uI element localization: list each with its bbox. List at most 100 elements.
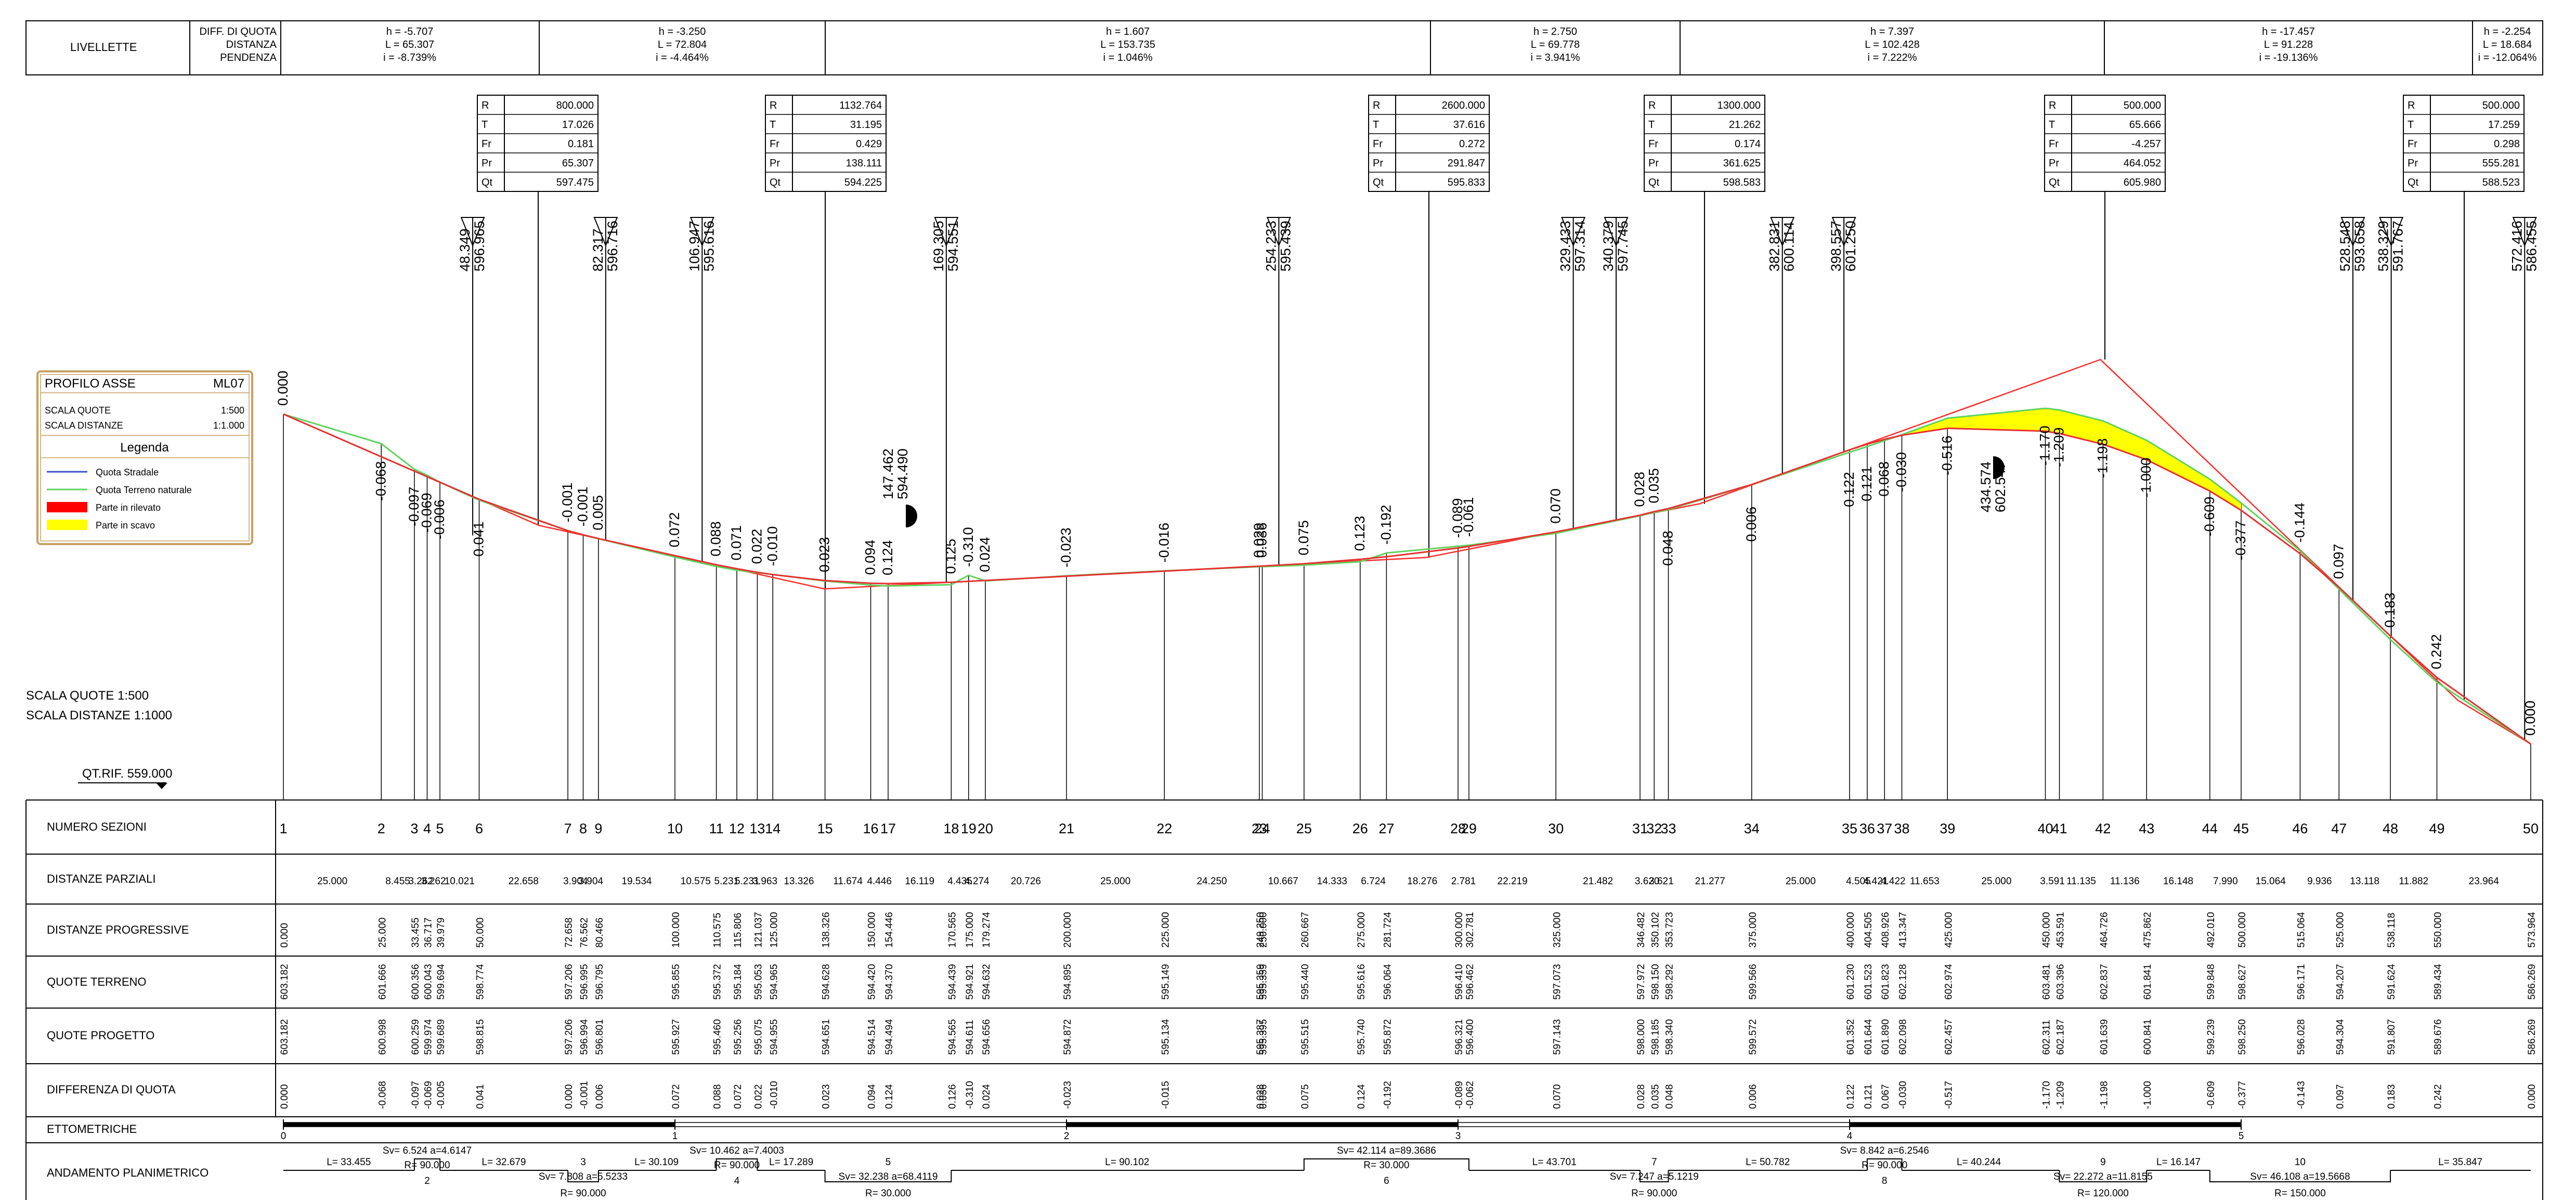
terrain-elev-16: 594.420	[867, 964, 878, 1000]
table-diff-48: 0.183	[2386, 1084, 2397, 1109]
table-diff-26: 0.124	[1356, 1084, 1367, 1109]
table-diff-43: -1.000	[2142, 1081, 2153, 1109]
diff-plot-label-2: -0.068	[373, 461, 388, 501]
terrain-elev-4: 600.043	[423, 964, 434, 1000]
plan-curve-7	[1640, 1170, 1669, 1182]
design-elev-1: 603.182	[279, 1019, 290, 1055]
vc-param-value: 65.666	[2129, 119, 2161, 131]
section-number-50: 50	[2523, 821, 2539, 836]
terrain-elev-18: 594.439	[947, 964, 958, 1000]
section-number-12: 12	[729, 821, 745, 836]
diff-plot-label-38: -0.030	[1894, 452, 1909, 492]
grade-length-2: L = 72.804	[658, 39, 707, 50]
partial-distance-43: 16.148	[2163, 876, 2193, 887]
prog-distance-5: 39.979	[436, 918, 447, 948]
table-diff-23: 0.028	[1255, 1084, 1266, 1109]
grade-slope-2: i = -4.464%	[656, 52, 709, 63]
grade-slope-4: i = 3.941%	[1530, 52, 1580, 63]
partial-distance-48: 11.882	[2399, 876, 2428, 887]
table-diff-41: -1.209	[2055, 1081, 2066, 1109]
design-elev-14: 594.955	[769, 1019, 779, 1055]
tangent-chainage: 382.831	[1767, 221, 1783, 272]
design-elev-18: 594.565	[947, 1019, 958, 1055]
prog-distance-29: 302.781	[1465, 912, 1476, 948]
design-elev-11: 595.460	[712, 1019, 723, 1055]
vc-param-label: Fr	[2408, 138, 2417, 150]
diff-plot-label-17: 0.124	[880, 540, 895, 575]
terrain-elev-7: 597.206	[564, 964, 575, 1000]
partial-distance-12: 5.231	[735, 876, 760, 887]
design-elev-36: 601.644	[1863, 1019, 1874, 1055]
table-diff-46: -0.143	[2296, 1081, 2307, 1109]
partial-distance-1: 25.000	[317, 876, 347, 887]
design-elev-8: 596.994	[579, 1019, 590, 1055]
design-elev-13: 595.075	[753, 1019, 764, 1055]
datum-arrow-icon	[156, 783, 167, 789]
section-number-17: 17	[880, 821, 896, 836]
prog-distance-37: 408.926	[1880, 912, 1891, 948]
terrain-elev-8: 596.995	[579, 964, 590, 1000]
plan-curve-sv: Sv= 42.114 a=89.3686	[1337, 1145, 1436, 1156]
section-number-32: 32	[1646, 821, 1662, 836]
table-diff-13: 0.022	[753, 1084, 764, 1109]
prog-distance-47: 525.000	[2335, 912, 2346, 948]
plan-curve-number: 4	[734, 1176, 740, 1186]
prog-distance-8: 76.562	[579, 918, 590, 948]
diff-plot-label-31: 0.028	[1632, 472, 1647, 507]
terrain-elev-28: 596.410	[1454, 964, 1465, 1000]
table-diff-20: 0.024	[981, 1084, 992, 1109]
table-diff-29: -0.062	[1465, 1081, 1476, 1109]
vc-param-value: 595.833	[1448, 177, 1485, 188]
section-number-16: 16	[863, 821, 878, 836]
section-number-18: 18	[943, 821, 959, 836]
partial-distance-42: 11.136	[2110, 876, 2140, 887]
section-number-20: 20	[978, 821, 993, 836]
vc-param-value: 291.847	[1448, 158, 1485, 169]
plan-curve-10	[2209, 1170, 2391, 1182]
section-number-35: 35	[1842, 821, 1857, 836]
diff-plot-label-39: -0.516	[1939, 435, 1955, 475]
table-diff-17: 0.124	[884, 1084, 895, 1109]
partial-distance-20: 20.726	[1011, 876, 1041, 887]
partial-distance-8: 3.904	[578, 876, 603, 887]
partial-distance-24: 10.667	[1268, 876, 1298, 887]
vc-param-value: 555.281	[2482, 158, 2520, 169]
vc-param-label: Fr	[770, 138, 779, 150]
vc-param-value: 594.225	[844, 177, 882, 188]
design-elev-37: 601.890	[1880, 1019, 1891, 1055]
terrain-elev-30: 597.073	[1552, 964, 1563, 1000]
vc-param-value: 588.523	[2482, 177, 2520, 188]
table-diff-16: 0.094	[867, 1084, 878, 1109]
tangent-chainage: 340.379	[1601, 221, 1616, 272]
terrain-elev-35: 601.230	[1845, 964, 1856, 1000]
prog-distance-31: 346.482	[1636, 912, 1647, 948]
prog-distance-49: 550.000	[2433, 912, 2444, 948]
design-elev-29: 596.400	[1465, 1019, 1476, 1055]
section-table: NUMERO SEZIONI DISTANZE PARZIALI DISTANZE …	[25, 799, 2543, 1200]
design-elev-12: 595.256	[733, 1019, 744, 1055]
grade-row-label-slope: PENDENZA	[220, 52, 277, 63]
partial-distance-49: 23.964	[2469, 876, 2500, 887]
vc-param-value: 0.272	[1459, 138, 1485, 150]
table-diff-50: 0.000	[2527, 1084, 2538, 1109]
prog-distance-19: 175.000	[965, 912, 975, 948]
grade-h-2: h = -3.250	[659, 26, 706, 37]
prog-distance-25: 260.667	[1300, 912, 1311, 948]
plan-curve-radius: R= 90.000	[1862, 1160, 1907, 1171]
terrain-elev-5: 599.694	[436, 964, 447, 1000]
design-elev-26: 595.740	[1356, 1019, 1367, 1055]
diff-plot-label-36: 0.121	[1859, 466, 1875, 501]
vc-param-value: 17.026	[562, 119, 594, 131]
diff-plot-label-49: 0.242	[2429, 634, 2444, 669]
grade-table-label: LIVELLETTE	[70, 41, 137, 54]
partial-distance-11: 5.231	[714, 876, 739, 887]
design-elev-48: 591.807	[2386, 1019, 2397, 1055]
vc-param-value: 31.195	[850, 119, 882, 131]
table-row-label-6: DIFFERENZA DI QUOTA	[47, 1083, 176, 1096]
diff-plot-label-50: 0.000	[2522, 701, 2538, 736]
diff-plot-label-23: 0.029	[1251, 523, 1267, 558]
diff-plot-label-27: -0.192	[1378, 505, 1394, 545]
tangent-elevation: 593.658	[2352, 221, 2367, 272]
scale-note-quote: SCALA QUOTE 1:500	[26, 689, 149, 703]
